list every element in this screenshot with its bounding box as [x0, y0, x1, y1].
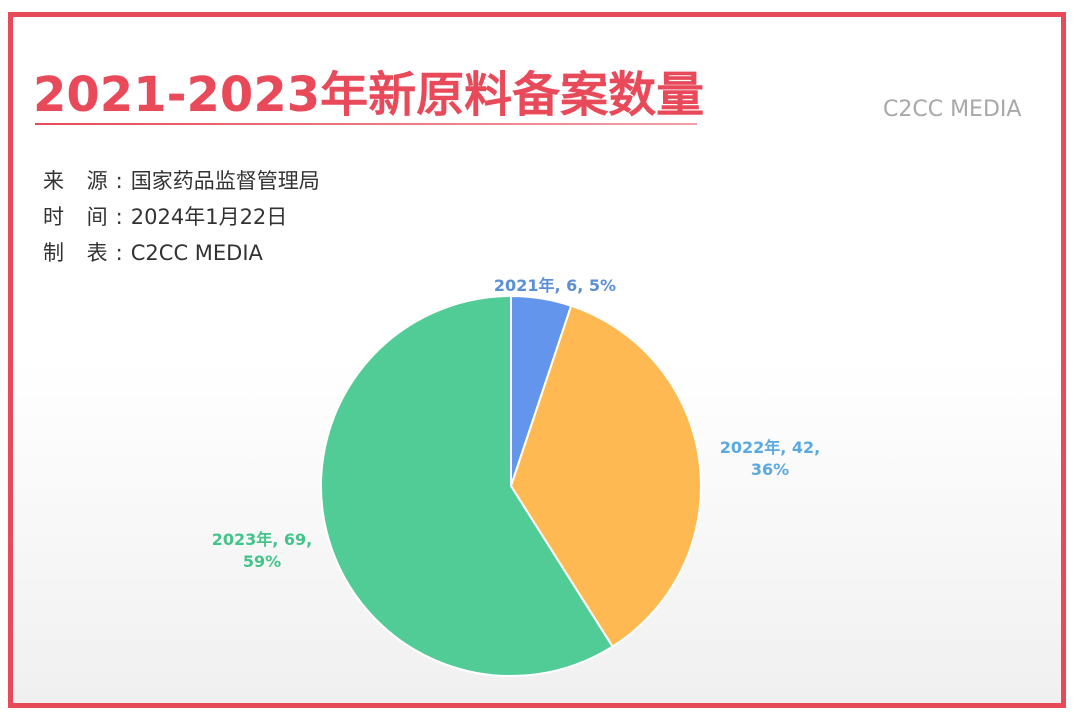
meta-source-value: 国家药品监督管理局 — [130, 169, 320, 193]
meta-maker: 制 表:C2CC MEDIA — [43, 237, 263, 267]
meta-date-label: 时 间: — [43, 205, 131, 229]
data-label-2022年: 2022年, 42, 36% — [720, 438, 821, 479]
meta-source: 来 源:国家药品监督管理局 — [43, 165, 320, 195]
pie-slice-2023年 — [320, 294, 614, 677]
brand-watermark: C2CC MEDIA — [883, 97, 1022, 122]
chart-title: 2021-2023年新原料备案数量 — [33, 67, 705, 123]
meta-date-value: 2024年1月22日 — [130, 205, 288, 229]
meta-date: 时 间:2024年1月22日 — [43, 201, 287, 231]
meta-maker-value: C2CC MEDIA — [130, 241, 263, 265]
meta-source-label: 来 源: — [43, 169, 131, 193]
title-underline — [35, 123, 697, 125]
data-label-2023年: 2023年, 69, 59% — [212, 530, 313, 571]
meta-maker-label: 制 表: — [43, 241, 131, 265]
pie-slice-2022年 — [509, 304, 703, 648]
data-label-2021年: 2021年, 6, 5% — [494, 276, 616, 295]
